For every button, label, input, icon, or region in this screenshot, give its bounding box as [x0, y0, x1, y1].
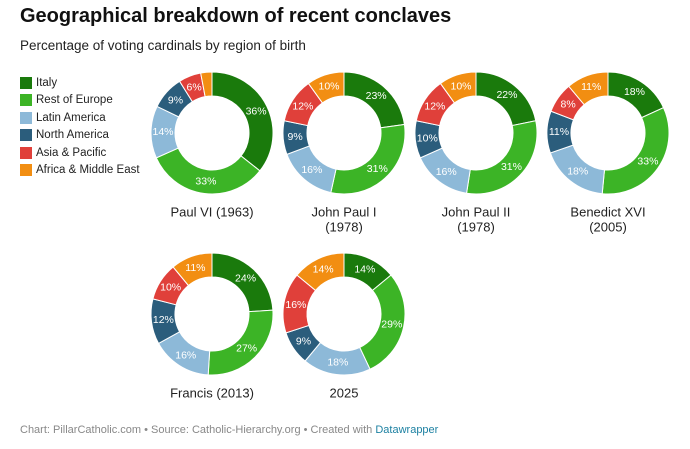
chart-name: (2005)	[589, 220, 627, 235]
slice-label: 12%	[153, 314, 174, 326]
legend-swatch	[20, 129, 32, 142]
slice-rest-of-europe	[601, 106, 670, 195]
slice-label: 10%	[318, 80, 339, 92]
slice-label: 18%	[624, 86, 645, 98]
chart-title: Geographical breakdown of recent conclav…	[20, 5, 452, 27]
chart-name: John Paul II	[442, 205, 511, 220]
donut-john-paul-ii-1978: 22% 31% 16% 10% 12% 10% John Paul II(1978)	[414, 71, 538, 235]
chart-name: John Paul I	[311, 205, 376, 220]
legend-item-rest-of-europe: Rest of Europe	[20, 92, 140, 110]
chart-name: (1978)	[325, 220, 363, 235]
slice-label: 36%	[246, 106, 267, 118]
slice-label: 9%	[288, 131, 303, 143]
legend-label: Latin America	[36, 111, 106, 124]
legend-swatch	[20, 111, 32, 124]
slice-label: 10%	[160, 282, 181, 294]
slice-label: 33%	[637, 155, 658, 167]
slice-label: 14%	[152, 126, 173, 138]
slice-africa-middle-east	[568, 71, 609, 106]
legend-label: Rest of Europe	[36, 94, 113, 107]
legend-item-italy: Italy	[20, 74, 140, 92]
slice-label: 10%	[450, 80, 471, 92]
footer-credit: Chart: PillarCatholic.com • Source: Cath…	[20, 424, 376, 436]
legend-label: Italy	[36, 76, 58, 89]
slice-africa-middle-east	[307, 71, 345, 104]
slice-italy	[211, 71, 274, 172]
donut-francis-2013: 24% 27% 16% 12% 10% 11% Francis (2013)	[150, 252, 274, 401]
slice-label: 11%	[581, 81, 601, 93]
slice-label: 31%	[367, 163, 388, 175]
legend-item-latin-america: Latin America	[20, 109, 140, 127]
slice-label: 14%	[354, 264, 375, 276]
donut-paul-vi-1963: 36% 33% 14% 9% 6% Paul VI (1963)	[150, 71, 274, 220]
slice-label: 9%	[168, 94, 183, 106]
slice-label: 16%	[436, 166, 457, 178]
slice-label: 27%	[236, 343, 257, 355]
chart-subtitle: Percentage of voting cardinals by region…	[20, 38, 306, 53]
legend-swatch	[20, 94, 32, 107]
slice-label: 14%	[313, 264, 334, 276]
legend-label: North America	[36, 129, 109, 142]
legend-swatch	[20, 76, 32, 89]
slice-label: 16%	[301, 164, 322, 176]
slice-label: 33%	[195, 176, 216, 188]
slice-label: 31%	[501, 161, 522, 173]
slice-label: 11%	[185, 262, 205, 274]
slice-label: 6%	[187, 81, 202, 93]
slice-label: 11%	[549, 126, 569, 138]
slice-label: 9%	[296, 336, 311, 348]
slice-label: 29%	[381, 319, 402, 331]
footer: Chart: PillarCatholic.com • Source: Cath…	[20, 424, 438, 436]
slice-rest-of-europe	[330, 123, 406, 195]
slice-label: 12%	[292, 100, 313, 112]
donut-john-paul-i-1978: 23% 31% 16% 9% 12% 10% John Paul I(1978)	[282, 71, 406, 235]
chart-name: 2025	[330, 386, 359, 401]
chart-name: Benedict XVI	[570, 205, 645, 220]
slice-rest-of-europe	[155, 147, 261, 195]
slice-label: 22%	[496, 89, 517, 101]
legend: Italy Rest of Europe Latin America North…	[20, 74, 140, 179]
slice-africa-middle-east	[200, 71, 213, 98]
donut-2025: 14% 29% 18% 9% 16% 14% 2025	[282, 252, 406, 401]
slice-label: 10%	[417, 132, 438, 144]
legend-label: Africa & Middle East	[36, 164, 140, 177]
slice-label: 16%	[285, 299, 306, 311]
slice-label: 24%	[235, 272, 256, 284]
legend-item-asia-pacific: Asia & Pacific	[20, 144, 140, 162]
slice-label: 18%	[327, 357, 348, 369]
chart-name: (1978)	[457, 220, 495, 235]
donut-benedict-xvi-2005: 18% 33% 18% 11% 8% 11% Benedict XVI(2005)	[546, 71, 670, 235]
slice-africa-middle-east	[296, 252, 345, 292]
chart-name: Francis (2013)	[170, 386, 254, 401]
legend-swatch	[20, 146, 32, 159]
slice-label: 23%	[366, 90, 387, 102]
legend-swatch	[20, 164, 32, 177]
slice-label: 16%	[175, 349, 196, 361]
slice-rest-of-europe	[465, 120, 538, 195]
chart-name: Paul VI (1963)	[170, 205, 253, 220]
legend-item-africa-middle-east: Africa & Middle East	[20, 162, 140, 180]
datawrapper-link[interactable]: Datawrapper	[375, 424, 439, 436]
slice-africa-middle-east	[439, 71, 477, 104]
slice-label: 18%	[567, 166, 588, 178]
slice-africa-middle-east	[172, 252, 213, 287]
slice-label: 8%	[560, 99, 575, 111]
slice-label: 12%	[424, 100, 445, 112]
legend-label: Asia & Pacific	[36, 146, 107, 159]
legend-item-north-america: North America	[20, 127, 140, 145]
